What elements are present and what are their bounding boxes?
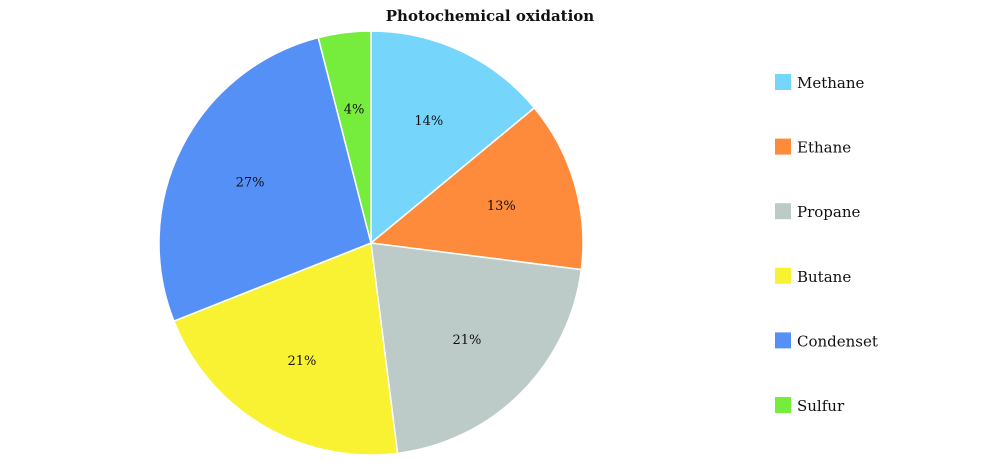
data-label-methane: 14% <box>414 114 443 129</box>
legend-label-condenset: Condenset <box>797 332 878 350</box>
pie-slice-methane <box>370 30 536 245</box>
legend-label-ethane: Ethane <box>797 139 851 157</box>
legend-swatch-propane <box>775 203 791 220</box>
legend: Methane Ethane Propane Butane Condenset Sulfu… <box>775 74 878 415</box>
pie-slice-propane <box>370 242 583 455</box>
data-label-condenset: 27% <box>236 175 265 190</box>
legend-swatch-methane <box>775 74 791 90</box>
pie-slice-ethane <box>369 106 584 271</box>
legend-label-butane: Butane <box>797 268 851 286</box>
legend-label-methane: Methane <box>797 74 865 92</box>
legend-swatch-sulfur <box>775 397 791 413</box>
data-label-propane: 21% <box>452 333 481 348</box>
legend-swatch-ethane <box>775 138 791 155</box>
legend-label-sulfur: Sulfur <box>797 397 845 415</box>
legend-swatch-condenset <box>775 332 791 349</box>
pie-labels: 14% 13% 21% 21% 27% 4% <box>236 102 516 368</box>
data-label-sulfur: 4% <box>344 102 365 117</box>
pie-slices <box>158 30 584 456</box>
pie-slice-sulfur <box>317 30 372 244</box>
chart-title: Photochemical oxidation <box>386 7 595 25</box>
data-label-butane: 21% <box>287 354 316 369</box>
legend-label-propane: Propane <box>797 203 860 221</box>
pie-slice-condenset <box>158 36 372 323</box>
legend-swatch-butane <box>775 267 791 284</box>
data-label-ethane: 13% <box>487 199 516 214</box>
pie-slice-butane <box>172 241 399 456</box>
